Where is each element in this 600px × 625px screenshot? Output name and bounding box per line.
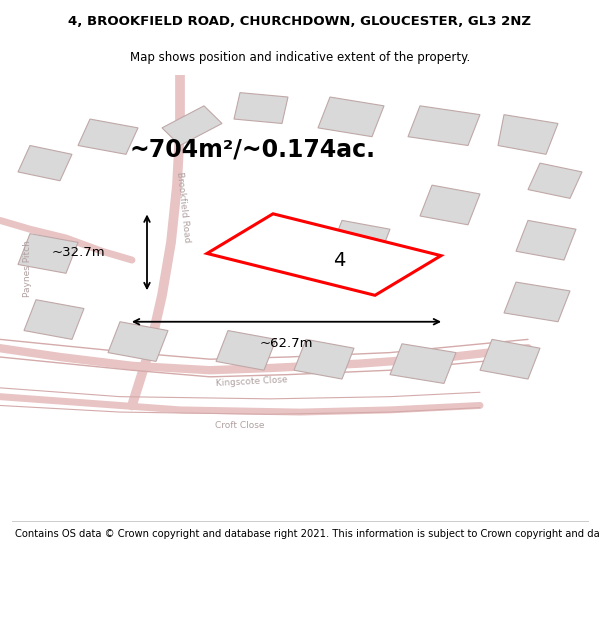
Text: 4: 4: [333, 251, 345, 269]
Polygon shape: [162, 106, 222, 146]
Polygon shape: [207, 214, 441, 296]
Polygon shape: [480, 339, 540, 379]
Polygon shape: [18, 146, 72, 181]
Polygon shape: [216, 331, 276, 370]
Text: Croft Close: Croft Close: [215, 421, 265, 430]
Polygon shape: [504, 282, 570, 322]
Text: Map shows position and indicative extent of the property.: Map shows position and indicative extent…: [130, 51, 470, 64]
Polygon shape: [264, 221, 324, 260]
Text: 4, BROOKFIELD ROAD, CHURCHDOWN, GLOUCESTER, GL3 2NZ: 4, BROOKFIELD ROAD, CHURCHDOWN, GLOUCEST…: [68, 15, 532, 28]
Polygon shape: [18, 234, 78, 273]
Polygon shape: [516, 221, 576, 260]
Text: Kingscote Close: Kingscote Close: [216, 375, 288, 388]
Polygon shape: [108, 322, 168, 361]
Polygon shape: [318, 97, 384, 137]
Text: ~32.7m: ~32.7m: [52, 246, 105, 259]
Polygon shape: [420, 185, 480, 225]
Polygon shape: [390, 344, 456, 384]
Text: Contains OS data © Crown copyright and database right 2021. This information is : Contains OS data © Crown copyright and d…: [15, 529, 600, 539]
Polygon shape: [528, 163, 582, 198]
Text: Paynes Pitch: Paynes Pitch: [23, 241, 32, 298]
Polygon shape: [234, 92, 288, 124]
Text: ~704m²/~0.174ac.: ~704m²/~0.174ac.: [129, 138, 375, 162]
Text: ~62.7m: ~62.7m: [260, 337, 314, 350]
Polygon shape: [294, 339, 354, 379]
Polygon shape: [498, 114, 558, 154]
Polygon shape: [24, 300, 84, 339]
Polygon shape: [330, 221, 390, 260]
Polygon shape: [408, 106, 480, 146]
Text: Brookfield Road: Brookfield Road: [175, 171, 191, 243]
Polygon shape: [78, 119, 138, 154]
